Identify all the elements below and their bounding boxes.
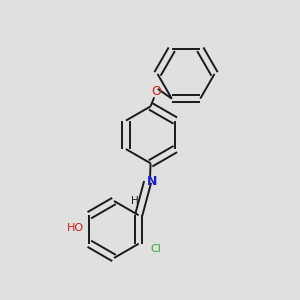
Text: Cl: Cl — [150, 244, 161, 254]
Text: H: H — [131, 196, 139, 206]
Text: HO: HO — [67, 223, 84, 233]
Text: O: O — [151, 85, 161, 98]
Text: N: N — [147, 175, 158, 188]
